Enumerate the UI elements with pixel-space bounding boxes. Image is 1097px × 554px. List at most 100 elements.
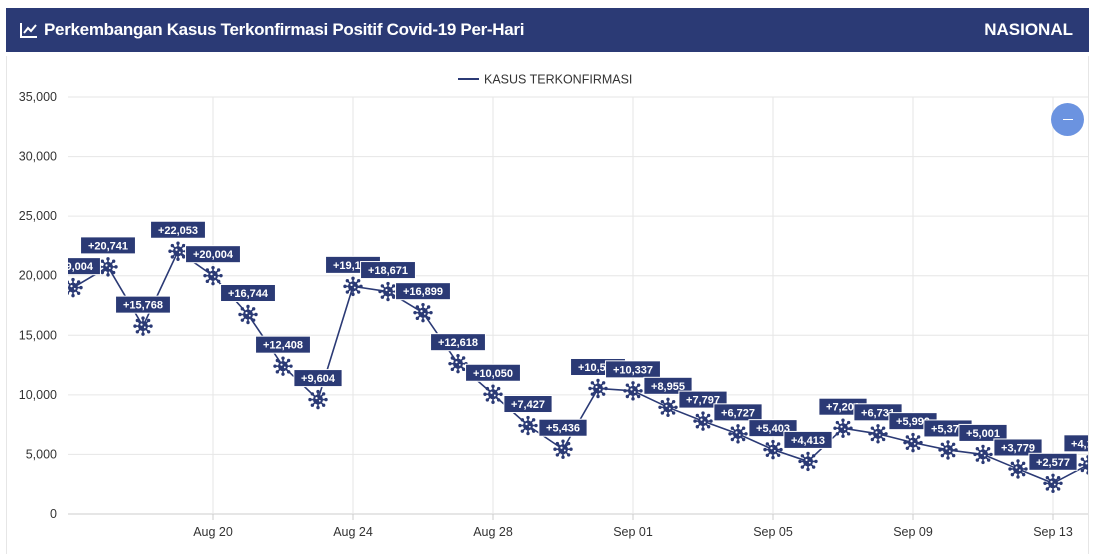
virus-spike-tip [1043, 481, 1047, 485]
y-tick-label: 20,000 [19, 269, 57, 283]
virus-spike-tip [345, 279, 350, 283]
virus-spike-tip [181, 255, 186, 259]
virus-spike-tip [219, 273, 223, 278]
data-label: +4,128 [1063, 434, 1088, 453]
virus-spike-tip [1056, 487, 1061, 491]
data-label: +2,577 [1028, 452, 1078, 471]
virus-spike-tip [590, 381, 595, 385]
virus-spike-tip [421, 318, 425, 323]
virus-spike-tip [68, 280, 70, 284]
virus-spike-tip [639, 389, 643, 393]
virus-spike-tip [378, 289, 382, 294]
virus-spike-tip [273, 364, 277, 368]
virus-spike-tip [456, 369, 460, 374]
virus-icon [378, 281, 398, 302]
virus-spike-tip [905, 435, 910, 439]
virus-spike-tip [876, 424, 880, 428]
data-label-box [68, 257, 101, 276]
data-label-text: +18,671 [368, 265, 408, 277]
virus-spike-tip [1010, 472, 1015, 477]
virus-spot [490, 391, 493, 394]
virus-spike-tip [951, 442, 956, 446]
virus-spike-tip [1056, 475, 1061, 480]
virus-spot [1053, 483, 1056, 486]
virus-spike-tip [695, 425, 700, 429]
virus-spot [213, 275, 216, 278]
virus-spot [700, 418, 703, 421]
legend-entry: KASUS TERKONFIRMASI [484, 73, 632, 87]
virus-spike-tip [989, 452, 993, 457]
virus-spike-tip [1045, 487, 1050, 491]
virus-spike-tip [779, 447, 783, 452]
virus-spike-tip [146, 318, 151, 323]
virus-spot [983, 454, 986, 457]
virus-icon [273, 356, 293, 376]
virus-spike-tip [176, 257, 180, 261]
virus-spot [350, 283, 353, 286]
virus-spike-tip [763, 447, 767, 452]
x-tick-label: Sep 09 [893, 525, 933, 539]
virus-spike-tip [870, 426, 875, 430]
virus-spike-tip [701, 411, 705, 415]
data-label-text: +10,337 [613, 364, 653, 376]
y-tick-label: 10,000 [19, 388, 57, 402]
data-label: +5,436 [538, 418, 588, 437]
virus-spike-tip [496, 398, 501, 402]
virus-spike-tip [736, 440, 740, 444]
y-tick-label: 0 [50, 507, 57, 521]
data-label-text: +5,436 [546, 423, 580, 435]
virus-spike-tip [623, 389, 627, 393]
virus-spike-tip [800, 454, 805, 458]
virus-spike-tip [555, 441, 560, 446]
virus-spike-tip [106, 257, 110, 261]
virus-spike-tip [776, 442, 781, 446]
virus-spike-tip [981, 460, 985, 465]
virus-spike-tip [111, 270, 116, 275]
virus-spike-tip [168, 249, 172, 253]
virus-spike-tip [561, 439, 565, 443]
virus-spot [948, 450, 951, 453]
virus-spike-tip [321, 392, 326, 396]
data-label-box [220, 284, 276, 303]
y-tick-label: 30,000 [19, 150, 57, 164]
virus-spike-tip [289, 364, 293, 368]
data-label-text: +5,001 [966, 428, 1000, 440]
virus-spike-tip [240, 318, 245, 322]
virus-spike-tip [149, 324, 153, 328]
virus-icon [343, 276, 363, 297]
virus-spike-tip [426, 305, 431, 309]
virus-spike-tip [71, 277, 75, 282]
virus-spike-tip [483, 392, 487, 396]
data-label: +6,727 [713, 403, 763, 422]
data-label: +22,053 [150, 220, 206, 239]
virus-icon [203, 265, 223, 286]
virus-spike-tip [216, 268, 221, 272]
x-tick-label: Aug 20 [193, 525, 233, 539]
virus-spike-tip [981, 444, 985, 449]
virus-icon [1008, 459, 1028, 479]
data-label-text: +7,427 [511, 399, 545, 411]
virus-spike-tip [1021, 472, 1026, 477]
virus-spike-tip [275, 358, 280, 363]
virus-spike-tip [316, 405, 320, 410]
virus-spike-tip [111, 259, 116, 263]
zoom-out-button[interactable] [1051, 103, 1084, 136]
data-label-text: +12,408 [263, 340, 303, 352]
virus-spike-tip [951, 453, 956, 458]
series-group: +19,004 +20,741 +15,768 +22,053 +20,004 +16,7… [68, 220, 1088, 493]
virus-icon [413, 302, 433, 323]
virus-spike-tip [135, 318, 140, 323]
virus-icon [938, 440, 958, 460]
data-label: +7,427 [503, 395, 553, 414]
virus-spike-tip [520, 429, 525, 433]
virus-spot [630, 388, 633, 391]
virus-spot [770, 447, 773, 450]
virus-spike-tip [671, 411, 676, 415]
virus-spot [175, 248, 178, 251]
virus-body [1048, 478, 1058, 489]
data-label-text: +4,413 [791, 435, 825, 447]
virus-spike-tip [940, 442, 945, 446]
virus-icon [518, 415, 538, 436]
virus-spike [1087, 464, 1088, 466]
data-label: +8,955 [643, 376, 693, 395]
